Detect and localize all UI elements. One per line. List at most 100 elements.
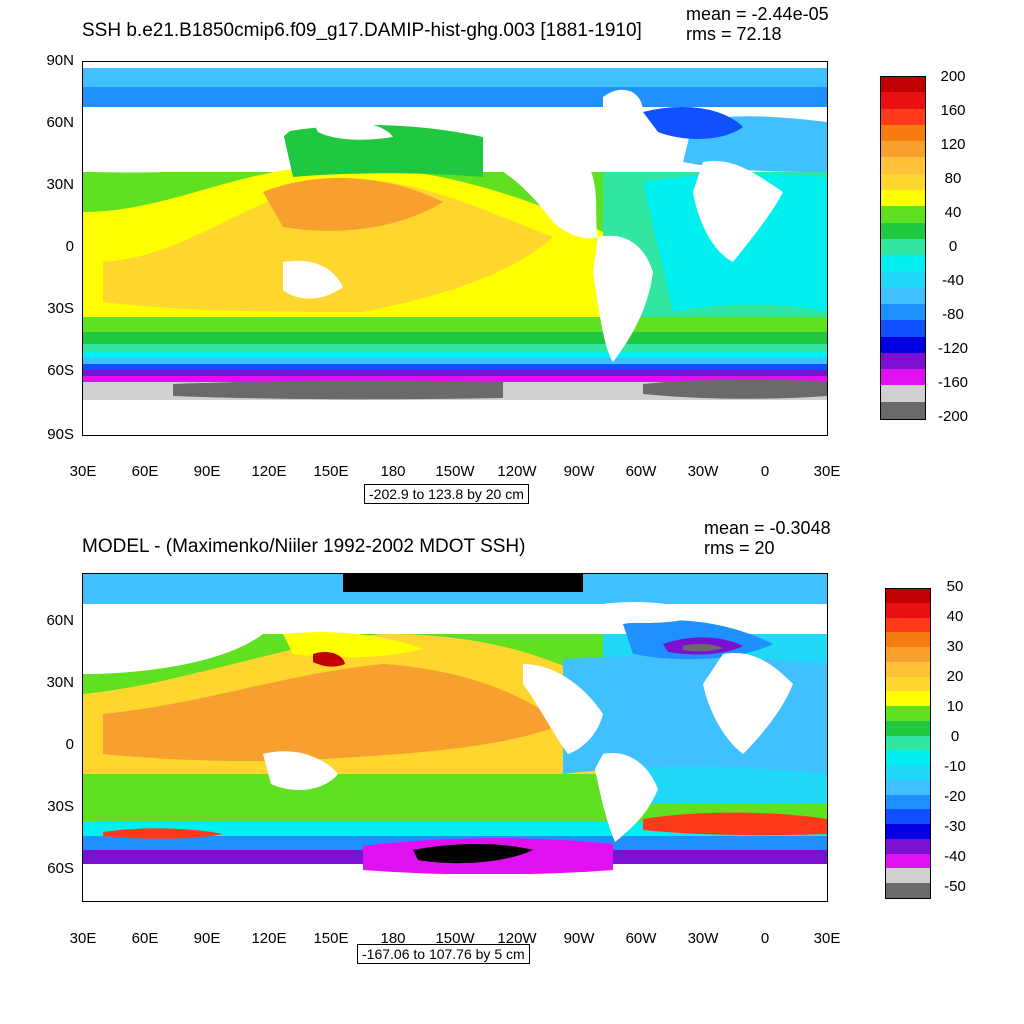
top-cb-label: -160	[937, 374, 969, 391]
bottom-cb-label: -30	[944, 818, 966, 835]
colorbar-swatch	[885, 588, 931, 604]
colorbar-swatch	[880, 124, 926, 142]
bottom-mean: mean = -0.3048	[704, 518, 831, 538]
bottom-lat-30s: 30S	[47, 798, 74, 815]
top-lon-label: 30W	[687, 463, 719, 480]
colorbar-swatch	[880, 173, 926, 191]
top-cb-label: 0	[948, 238, 958, 255]
top-lon-label: 60E	[131, 463, 159, 480]
top-map-field	[83, 62, 827, 435]
top-lon-label: 90W	[563, 463, 595, 480]
bottom-lon-label: 150W	[435, 930, 475, 947]
colorbar-swatch	[885, 617, 931, 633]
colorbar-swatch	[885, 661, 931, 677]
bottom-lon-label: 60E	[131, 930, 159, 947]
colorbar-swatch	[885, 853, 931, 869]
bottom-stats: mean = -0.3048 rms = 20	[704, 518, 831, 558]
bottom-lon-label: 90E	[193, 930, 221, 947]
colorbar-swatch	[880, 255, 926, 273]
top-lat-60n: 60N	[46, 114, 74, 131]
colorbar-swatch	[885, 647, 931, 663]
bottom-lon-label: 120W	[497, 930, 537, 947]
top-lon-label: 180	[380, 463, 406, 480]
top-lat-90n: 90N	[46, 52, 74, 69]
bottom-cb-label: -10	[944, 758, 966, 775]
bottom-lat-0: 0	[65, 736, 74, 753]
colorbar-swatch	[885, 794, 931, 810]
top-lon-label: 150E	[313, 463, 349, 480]
bottom-lon-label: 30E	[69, 930, 97, 947]
bottom-lon-label: 0	[760, 930, 770, 947]
colorbar-swatch	[880, 190, 926, 207]
bottom-cb-label: 50	[946, 578, 964, 595]
bottom-cb-label: 0	[950, 728, 960, 745]
bottom-rms: rms = 20	[704, 538, 775, 558]
top-cb-label: -120	[937, 340, 969, 357]
top-map	[82, 61, 828, 436]
top-cb-label: -40	[942, 272, 964, 289]
top-lon-label: 0	[760, 463, 770, 480]
top-lon-label: 30E	[69, 463, 97, 480]
bottom-lon-label: 30E	[813, 930, 841, 947]
colorbar-swatch	[880, 92, 926, 110]
colorbar-swatch	[880, 385, 926, 403]
top-cb-label: -80	[942, 306, 964, 323]
bottom-lat-30n: 30N	[46, 674, 74, 691]
top-rms: rms = 72.18	[686, 24, 782, 44]
colorbar-swatch	[880, 304, 926, 321]
colorbar-swatch	[880, 336, 926, 354]
top-cb-label: 120	[940, 136, 966, 153]
top-lon-label: 150W	[435, 463, 475, 480]
bottom-lon-label: 150E	[313, 930, 349, 947]
bottom-lon-label: 60W	[625, 930, 657, 947]
bottom-contour-range: -167.06 to 107.76 by 5 cm	[357, 944, 530, 964]
bottom-cb-label: -20	[944, 788, 966, 805]
top-cb-label: 80	[944, 170, 962, 187]
top-lon-label: 60W	[625, 463, 657, 480]
colorbar-swatch	[885, 824, 931, 840]
bottom-panel: MODEL - (Maximenko/Niiler 1992-2002 MDOT…	[0, 512, 1024, 1024]
top-mean: mean = -2.44e-05	[686, 4, 829, 24]
top-cb-label: 200	[940, 68, 966, 85]
bottom-lat-60n: 60N	[46, 612, 74, 629]
top-lat-30n: 30N	[46, 176, 74, 193]
colorbar-swatch	[885, 750, 931, 766]
colorbar-swatch	[885, 883, 931, 900]
bottom-map-field	[83, 574, 827, 901]
bottom-cb-label: -50	[944, 878, 966, 895]
top-lon-label: 30E	[813, 463, 841, 480]
colorbar-swatch	[880, 320, 926, 338]
colorbar-swatch	[885, 691, 931, 707]
bottom-lon-label: 90W	[563, 930, 595, 947]
top-lat-90s: 90S	[47, 426, 74, 443]
colorbar-swatch	[885, 720, 931, 736]
colorbar-swatch	[880, 222, 926, 240]
colorbar-swatch	[885, 706, 931, 722]
colorbar-swatch	[885, 779, 931, 795]
colorbar-swatch	[885, 676, 931, 692]
colorbar-swatch	[885, 838, 931, 854]
top-lon-label: 120W	[497, 463, 537, 480]
top-lat-0: 0	[65, 238, 74, 255]
colorbar-swatch	[880, 369, 926, 387]
top-cb-label: -200	[937, 408, 969, 425]
bottom-lat-60s: 60S	[47, 860, 74, 877]
bottom-cb-label: 20	[946, 668, 964, 685]
bottom-cb-label: 10	[946, 698, 964, 715]
top-contour-range: -202.9 to 123.8 by 20 cm	[364, 484, 529, 504]
colorbar-swatch	[880, 141, 926, 159]
bottom-map	[82, 573, 828, 902]
top-panel: SSH b.e21.B1850cmip6.f09_g17.DAMIP-hist-…	[46, 4, 969, 504]
bottom-cb-label: 40	[946, 608, 964, 625]
colorbar-swatch	[880, 76, 926, 94]
colorbar-swatch	[885, 632, 931, 648]
bottom-cb-label: 30	[946, 638, 964, 655]
top-lat-60s: 60S	[47, 362, 74, 379]
bottom-lon-label: 180	[380, 930, 406, 947]
top-lon-label: 90E	[193, 463, 221, 480]
top-lat-30s: 30S	[47, 300, 74, 317]
colorbar-swatch	[880, 238, 926, 256]
colorbar-swatch	[885, 735, 931, 751]
colorbar-swatch	[880, 287, 926, 305]
top-lon-label: 120E	[251, 463, 287, 480]
